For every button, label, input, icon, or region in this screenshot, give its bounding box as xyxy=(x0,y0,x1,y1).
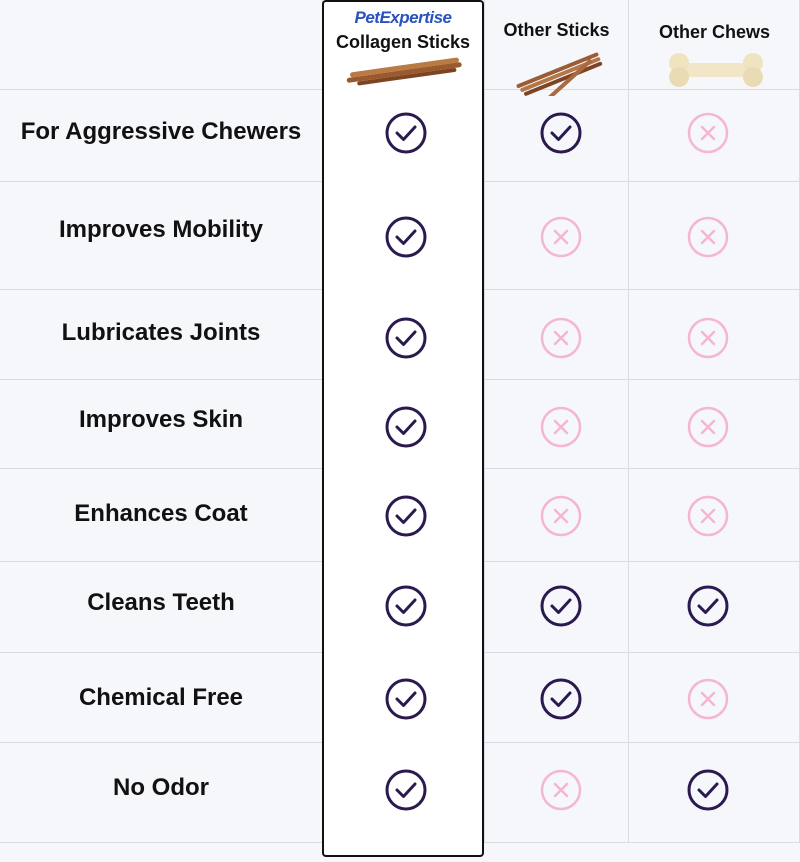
highlighted-column xyxy=(322,0,484,857)
feature-label: Enhances Coat xyxy=(74,500,248,527)
cross-icon xyxy=(540,769,582,811)
cross-icon xyxy=(540,317,582,359)
feature-label: No Odor xyxy=(113,774,209,801)
check-icon xyxy=(687,769,729,811)
check-icon xyxy=(385,216,427,258)
check-icon xyxy=(385,112,427,154)
check-icon xyxy=(385,495,427,537)
cross-icon xyxy=(687,406,729,448)
cross-icon xyxy=(687,495,729,537)
brand-logo: PetExpertise xyxy=(354,8,453,27)
check-icon xyxy=(540,678,582,720)
check-icon xyxy=(540,585,582,627)
cross-icon xyxy=(687,112,729,154)
check-icon xyxy=(385,406,427,448)
cross-icon xyxy=(687,317,729,359)
column-divider xyxy=(484,0,485,843)
cross-icon xyxy=(540,495,582,537)
other-chews-image xyxy=(669,53,763,87)
column-header-other-chews: Other Chews xyxy=(658,22,771,42)
check-icon xyxy=(385,317,427,359)
column-divider xyxy=(628,0,629,843)
check-icon xyxy=(385,769,427,811)
feature-label: Chemical Free xyxy=(78,684,244,711)
check-icon xyxy=(385,678,427,720)
feature-label: Improves Skin xyxy=(78,406,244,433)
feature-label: Cleans Teeth xyxy=(87,589,235,616)
feature-label: For Aggressive Chewers xyxy=(20,118,302,145)
feature-label: Improves Mobility xyxy=(58,216,264,243)
feature-label: Lubricates Joints xyxy=(61,319,261,346)
column-header-collagen-sticks: Collagen Sticks xyxy=(335,32,471,52)
check-icon xyxy=(385,585,427,627)
cross-icon xyxy=(687,678,729,720)
collagen-sticks-image xyxy=(346,57,462,86)
column-header-other-sticks: Other Sticks xyxy=(503,20,610,40)
check-icon xyxy=(687,585,729,627)
check-icon xyxy=(540,112,582,154)
cross-icon xyxy=(540,216,582,258)
cross-icon xyxy=(540,406,582,448)
other-sticks-image xyxy=(516,52,603,96)
cross-icon xyxy=(687,216,729,258)
